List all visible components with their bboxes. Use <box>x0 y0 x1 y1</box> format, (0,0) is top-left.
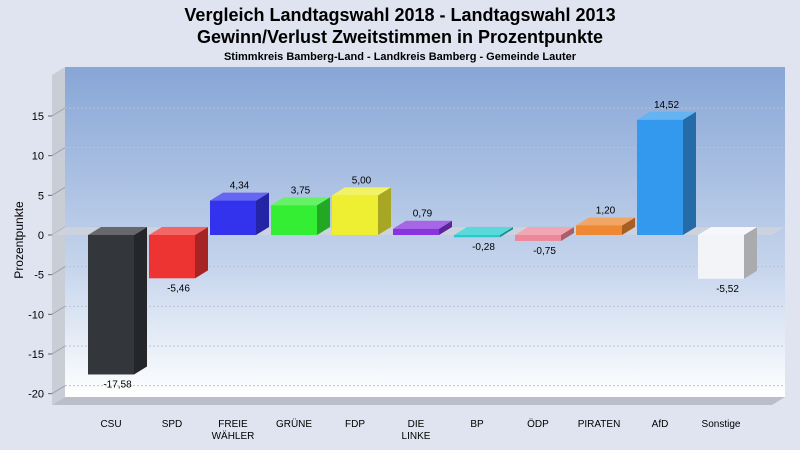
y-tick-label: 0 <box>38 230 44 242</box>
bar-csu <box>88 227 147 375</box>
bar-freie-wähler <box>210 192 269 235</box>
category-label: FDP <box>345 419 365 430</box>
y-axis-title: Prozentpunkte <box>12 201 26 279</box>
data-label: 5,00 <box>352 175 372 186</box>
bar-top <box>210 192 269 201</box>
grid-line-side <box>51 147 66 157</box>
category-label: SPD <box>162 419 183 430</box>
chart-caption: Stimmkreis Bamberg-Land - Landkreis Bamb… <box>223 51 577 63</box>
data-label: -17,58 <box>103 379 132 390</box>
y-tick-label: 5 <box>38 190 44 202</box>
category-label: AfD <box>652 419 669 430</box>
bar-top <box>149 227 208 235</box>
bar-side <box>256 192 269 235</box>
bar-grüne <box>271 197 330 235</box>
data-label: 14,52 <box>654 100 679 111</box>
category-label: Sonstige <box>702 419 741 430</box>
bar-front <box>515 235 561 241</box>
bar-spd <box>149 227 208 279</box>
chart-title: Vergleich Landtagswahl 2018 - Landtagswa… <box>184 5 616 25</box>
data-label: -0,75 <box>533 246 556 257</box>
bar-die-linke <box>393 220 452 235</box>
data-label: -0,28 <box>472 242 495 253</box>
bar-front <box>332 195 378 235</box>
grid-line-side <box>51 345 66 355</box>
bar-front <box>698 235 744 279</box>
grid-line-side <box>51 186 66 196</box>
category-label: CSU <box>100 419 121 430</box>
y-tick-label: -10 <box>28 309 44 321</box>
bar-front <box>271 205 317 235</box>
bar-side <box>439 220 452 235</box>
grid-line-side <box>51 266 66 276</box>
category-label: ÖDP <box>527 418 549 430</box>
bar-top <box>271 197 330 206</box>
category-label: DIE <box>408 419 425 430</box>
bar-front <box>210 200 256 235</box>
y-tick-label: 10 <box>32 151 44 163</box>
bar-side <box>195 227 208 279</box>
grid-line-side <box>51 385 66 395</box>
data-label: 3,75 <box>291 185 311 196</box>
category-label: BP <box>470 419 484 430</box>
bar-side <box>622 217 635 235</box>
bar-top <box>393 220 452 229</box>
bar-front <box>454 235 500 238</box>
grid-line-side <box>51 107 66 117</box>
bar-top <box>698 227 757 235</box>
bar-front <box>88 235 134 375</box>
bar-fdp <box>332 187 391 235</box>
bar-afd <box>637 111 696 235</box>
bar-front <box>637 119 683 235</box>
bar-sonstige <box>698 227 757 279</box>
bar-top <box>332 187 391 196</box>
bar-side <box>561 227 574 241</box>
y-tick-label: -15 <box>28 349 44 361</box>
bar-bp <box>454 227 513 238</box>
category-label: PIRATEN <box>578 419 621 430</box>
bar-side <box>317 197 330 235</box>
bar-top <box>637 111 696 120</box>
bar-front <box>149 235 195 279</box>
bar-top <box>515 227 574 235</box>
y-tick-label: -20 <box>28 389 44 401</box>
bar-piraten <box>576 217 635 235</box>
category-label: LINKE <box>402 431 431 442</box>
category-label: WÄHLER <box>212 430 255 442</box>
data-label: -5,46 <box>167 283 190 294</box>
plot-floor <box>52 397 785 405</box>
bar-top <box>576 217 635 226</box>
grid-line-side <box>51 305 66 315</box>
plot-side-wall <box>52 67 65 405</box>
category-label: FREIE <box>218 419 248 430</box>
bar-side <box>500 227 513 238</box>
data-label: 1,20 <box>596 205 616 216</box>
bar-ödp <box>515 227 574 241</box>
y-tick-label: 15 <box>32 111 44 123</box>
bar-front <box>576 225 622 235</box>
bar-side <box>744 227 757 279</box>
data-label: 0,79 <box>413 209 433 220</box>
chart-subtitle: Gewinn/Verlust Zweitstimmen in Prozentpu… <box>196 27 604 47</box>
bar-side <box>683 111 696 235</box>
bar-side <box>134 227 147 375</box>
bar-front <box>393 228 439 235</box>
bar-side <box>378 187 391 235</box>
y-tick-label: -5 <box>34 270 44 282</box>
category-label: GRÜNE <box>276 418 312 430</box>
data-label: -5,52 <box>716 284 739 295</box>
bar-top <box>88 227 147 235</box>
bar-top <box>454 227 513 235</box>
data-label: 4,34 <box>230 181 250 192</box>
